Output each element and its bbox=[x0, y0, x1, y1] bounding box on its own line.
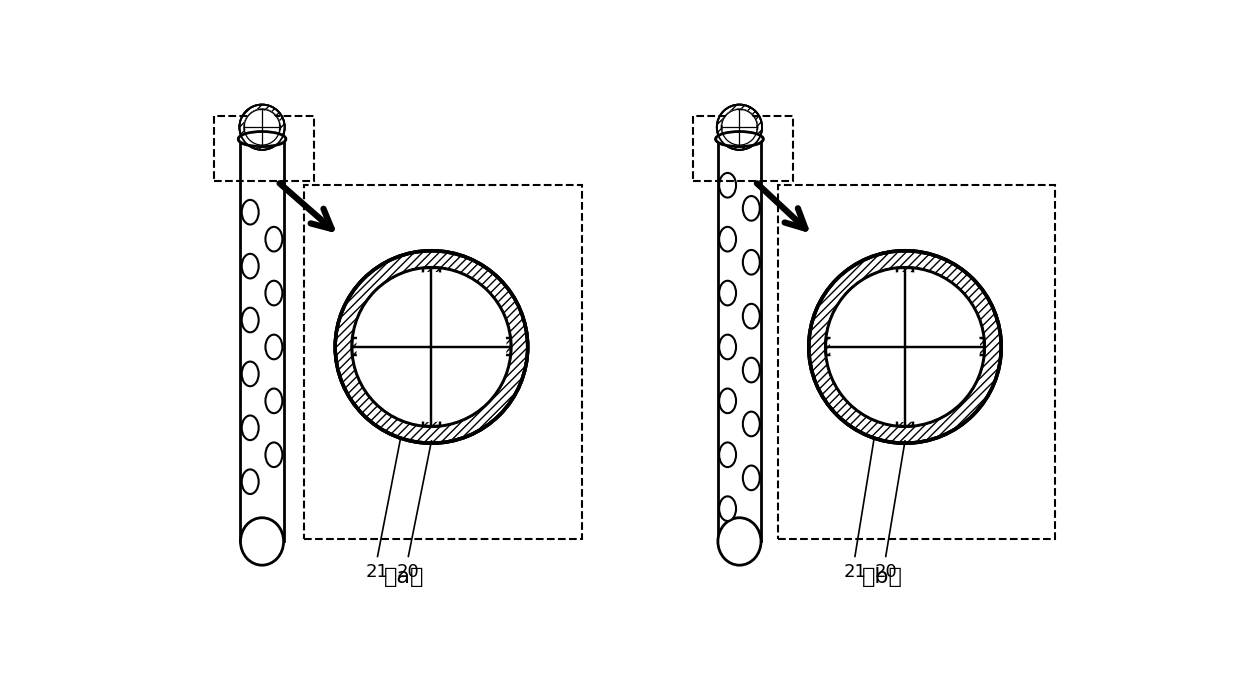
Bar bbox=[777, 185, 1055, 540]
Wedge shape bbox=[239, 105, 285, 150]
Ellipse shape bbox=[265, 443, 283, 467]
Ellipse shape bbox=[238, 131, 285, 146]
Ellipse shape bbox=[265, 389, 283, 413]
Bar bbox=[213, 116, 314, 181]
Ellipse shape bbox=[715, 131, 763, 146]
Ellipse shape bbox=[743, 196, 760, 221]
Wedge shape bbox=[432, 347, 506, 422]
Bar bbox=[304, 185, 582, 540]
Wedge shape bbox=[335, 251, 528, 443]
Bar bbox=[722, 125, 758, 129]
Ellipse shape bbox=[743, 412, 760, 436]
Ellipse shape bbox=[242, 254, 259, 278]
Bar bbox=[260, 109, 264, 145]
Ellipse shape bbox=[719, 389, 737, 413]
Ellipse shape bbox=[743, 304, 760, 328]
Wedge shape bbox=[356, 347, 432, 422]
Text: 21: 21 bbox=[843, 562, 867, 581]
Bar bbox=[826, 339, 985, 356]
Bar bbox=[693, 116, 794, 181]
Ellipse shape bbox=[719, 497, 737, 521]
Ellipse shape bbox=[242, 469, 259, 494]
Wedge shape bbox=[717, 105, 763, 150]
Wedge shape bbox=[356, 272, 432, 347]
Wedge shape bbox=[830, 272, 905, 347]
Circle shape bbox=[352, 267, 511, 426]
Bar bbox=[244, 125, 280, 129]
Wedge shape bbox=[723, 127, 739, 144]
Ellipse shape bbox=[719, 227, 737, 252]
Bar bbox=[423, 267, 440, 426]
Ellipse shape bbox=[242, 415, 259, 440]
Circle shape bbox=[334, 249, 529, 445]
Ellipse shape bbox=[241, 518, 284, 565]
Bar bbox=[352, 339, 511, 356]
Circle shape bbox=[722, 109, 758, 145]
Ellipse shape bbox=[719, 173, 737, 198]
Ellipse shape bbox=[719, 443, 737, 467]
Ellipse shape bbox=[242, 200, 259, 224]
Wedge shape bbox=[905, 272, 980, 347]
Wedge shape bbox=[432, 272, 506, 347]
Ellipse shape bbox=[743, 466, 760, 490]
Circle shape bbox=[826, 267, 985, 426]
Circle shape bbox=[238, 103, 286, 151]
Ellipse shape bbox=[238, 131, 285, 146]
Wedge shape bbox=[739, 110, 756, 127]
Ellipse shape bbox=[718, 518, 761, 565]
Circle shape bbox=[807, 249, 1003, 445]
Text: （b）: （b） bbox=[862, 567, 903, 587]
Wedge shape bbox=[723, 110, 739, 127]
Ellipse shape bbox=[265, 227, 283, 252]
Ellipse shape bbox=[743, 358, 760, 382]
Ellipse shape bbox=[719, 334, 737, 359]
Ellipse shape bbox=[242, 362, 259, 386]
Wedge shape bbox=[246, 110, 262, 127]
Ellipse shape bbox=[242, 308, 259, 332]
Wedge shape bbox=[246, 127, 262, 144]
Bar bbox=[738, 109, 742, 145]
Circle shape bbox=[244, 109, 280, 145]
Circle shape bbox=[715, 103, 764, 151]
Bar bbox=[897, 267, 914, 426]
Wedge shape bbox=[262, 110, 279, 127]
Ellipse shape bbox=[715, 131, 763, 146]
Ellipse shape bbox=[719, 280, 737, 305]
Wedge shape bbox=[739, 127, 756, 144]
Text: 20: 20 bbox=[397, 562, 419, 581]
Ellipse shape bbox=[743, 250, 760, 274]
Wedge shape bbox=[808, 251, 1001, 443]
Wedge shape bbox=[830, 347, 905, 422]
Text: （a）: （a） bbox=[384, 567, 424, 587]
Ellipse shape bbox=[265, 280, 283, 305]
Ellipse shape bbox=[265, 334, 283, 359]
Wedge shape bbox=[262, 127, 279, 144]
Text: 20: 20 bbox=[874, 562, 897, 581]
Text: 21: 21 bbox=[366, 562, 389, 581]
Wedge shape bbox=[905, 347, 980, 422]
